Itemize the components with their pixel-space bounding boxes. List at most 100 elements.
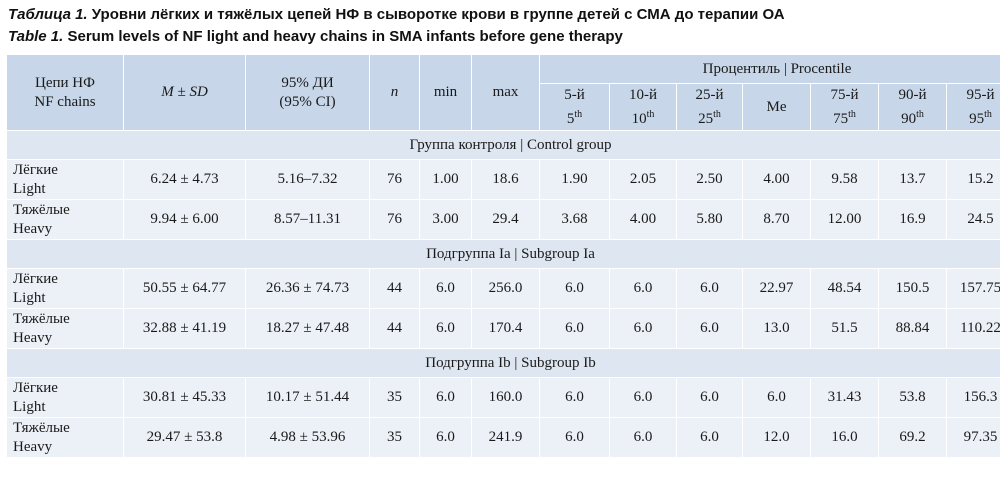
table-cell: 1.00 xyxy=(419,159,472,200)
table-cell: 5.80 xyxy=(676,199,743,240)
table-cell: 30.81 ± 45.33 xyxy=(123,377,246,418)
table-cell: 241.9 xyxy=(471,417,540,458)
header-p25-en: 25th xyxy=(679,105,740,129)
header-p75: 75-й 75th xyxy=(810,83,879,131)
table-cell: 76 xyxy=(369,199,420,240)
header-p10-sup: th xyxy=(646,108,655,120)
header-p25-ru: 25-й xyxy=(695,86,724,103)
row-label-en: Heavy xyxy=(13,220,53,237)
row-label-en: Heavy xyxy=(13,329,53,346)
header-p90: 90-й 90th xyxy=(878,83,947,131)
header-p5: 5-й 5th xyxy=(539,83,610,131)
header-chains: Цепи НФ NF chains xyxy=(6,54,124,131)
caption-text-ru: Уровни лёгких и тяжёлых цепей НФ в сывор… xyxy=(87,6,785,23)
table-cell: 5.16–7.32 xyxy=(245,159,370,200)
table-cell: 22.97 xyxy=(742,268,811,309)
table-cell: 2.50 xyxy=(676,159,743,200)
caption-prefix-ru: Таблица 1. xyxy=(8,6,88,23)
header-p25-sup: th xyxy=(713,108,721,120)
table-caption-en: Table 1. Serum levels of NF light and he… xyxy=(8,28,623,45)
table-cell: 29.47 ± 53.8 xyxy=(123,417,246,458)
row-label: Лёгкие Light xyxy=(6,159,124,200)
table-cell: 6.0 xyxy=(676,417,743,458)
table-cell: 8.70 xyxy=(742,199,811,240)
header-p90-en: 90th xyxy=(881,105,944,129)
row-label-ru: Тяжёлые xyxy=(13,310,70,327)
header-p95: 95-й 95th xyxy=(946,83,1000,131)
table-cell: 160.0 xyxy=(471,377,540,418)
header-p95-sup: th xyxy=(984,108,992,120)
header-ci: 95% ДИ (95% CI) xyxy=(245,54,370,131)
header-p95-ru: 95-й xyxy=(966,86,995,103)
table-cell: 6.0 xyxy=(539,417,610,458)
table-cell: 6.0 xyxy=(676,308,743,349)
header-n: n xyxy=(369,54,420,131)
table-cell: 31.43 xyxy=(810,377,879,418)
header-mean-sd: M ± SD xyxy=(123,54,246,131)
header-p90-num: 90 xyxy=(901,110,917,127)
table-cell: 157.75 xyxy=(946,268,1000,309)
header-p5-en: 5th xyxy=(542,105,607,129)
table-cell: 156.3 xyxy=(946,377,1000,418)
header-p95-en: 95th xyxy=(949,105,1000,129)
table-cell: 76 xyxy=(369,159,420,200)
table-body: Группа контроля | Control group Лёгкие Lig… xyxy=(6,130,1000,458)
header-max: max xyxy=(471,54,540,131)
header-p95-num: 95 xyxy=(969,110,985,127)
table-cell: 35 xyxy=(369,377,420,418)
row-label-en: Light xyxy=(13,289,46,306)
table-cell: 6.0 xyxy=(609,377,677,418)
table-row: Лёгкие Light 6.24 ± 4.73 5.16–7.32 76 1.00 18.… xyxy=(6,159,1000,200)
table-cell: 18.6 xyxy=(471,159,540,200)
table-cell: 18.27 ± 47.48 xyxy=(245,308,370,349)
header-p90-ru: 90-й xyxy=(898,86,927,103)
table-cell: 29.4 xyxy=(471,199,540,240)
header-chains-ru: Цепи НФ xyxy=(35,74,95,91)
table-cell: 1.90 xyxy=(539,159,610,200)
table-row: Лёгкие Light 50.55 ± 64.77 26.36 ± 74.73 44 6… xyxy=(6,268,1000,309)
header-chains-en: NF chains xyxy=(34,93,96,110)
table-cell: 10.17 ± 51.44 xyxy=(245,377,370,418)
table-cell: 4.00 xyxy=(609,199,677,240)
row-label-en: Light xyxy=(13,180,46,197)
table-cell: 2.05 xyxy=(609,159,677,200)
table-cell: 88.84 xyxy=(878,308,947,349)
header-percentile: Процентиль | Procentile xyxy=(539,54,1000,84)
table-cell: 12.0 xyxy=(742,417,811,458)
table-cell: 32.88 ± 41.19 xyxy=(123,308,246,349)
header-p10: 10-й 10th xyxy=(609,83,677,131)
table-cell: 6.0 xyxy=(609,417,677,458)
table-cell: 6.0 xyxy=(742,377,811,418)
table-cell: 50.55 ± 64.77 xyxy=(123,268,246,309)
row-label: Тяжёлые Heavy xyxy=(6,199,124,240)
table-cell: 13.7 xyxy=(878,159,947,200)
row-label-ru: Лёгкие xyxy=(13,270,58,287)
table-cell: 6.0 xyxy=(676,268,743,309)
table-cell: 6.0 xyxy=(539,308,610,349)
row-label-en: Heavy xyxy=(13,438,53,455)
table-cell: 51.5 xyxy=(810,308,879,349)
table-cell: 24.5 xyxy=(946,199,1000,240)
table-cell: 16.9 xyxy=(878,199,947,240)
nf-levels-table: Цепи НФ NF chains M ± SD 95% ДИ (95% CI) n… xyxy=(6,54,1000,458)
header-p10-num: 10 xyxy=(631,110,647,127)
row-label: Лёгкие Light xyxy=(6,377,124,418)
table-cell: 6.0 xyxy=(419,417,472,458)
table-cell: 44 xyxy=(369,268,420,309)
group-title: Подгруппа Ib | Subgroup Ib xyxy=(6,348,1000,378)
caption-prefix-en: Table 1. xyxy=(8,28,64,45)
table-cell: 6.24 ± 4.73 xyxy=(123,159,246,200)
table-header: Цепи НФ NF chains M ± SD 95% ДИ (95% CI) n… xyxy=(6,54,1000,131)
table-row: Лёгкие Light 30.81 ± 45.33 10.17 ± 51.44 35 6… xyxy=(6,377,1000,418)
table-cell: 44 xyxy=(369,308,420,349)
row-label-ru: Лёгкие xyxy=(13,379,58,396)
header-p75-ru: 75-й xyxy=(830,86,859,103)
table-cell: 13.0 xyxy=(742,308,811,349)
row-label-ru: Лёгкие xyxy=(13,161,58,178)
header-min: min xyxy=(419,54,472,131)
table-cell: 256.0 xyxy=(471,268,540,309)
header-p5-num: 5 xyxy=(566,110,575,127)
table-cell: 9.94 ± 6.00 xyxy=(123,199,246,240)
group-title: Группа контроля | Control group xyxy=(6,130,1000,160)
table-row: Тяжёлые Heavy 29.47 ± 53.8 4.98 ± 53.96 35 6.… xyxy=(6,417,1000,458)
